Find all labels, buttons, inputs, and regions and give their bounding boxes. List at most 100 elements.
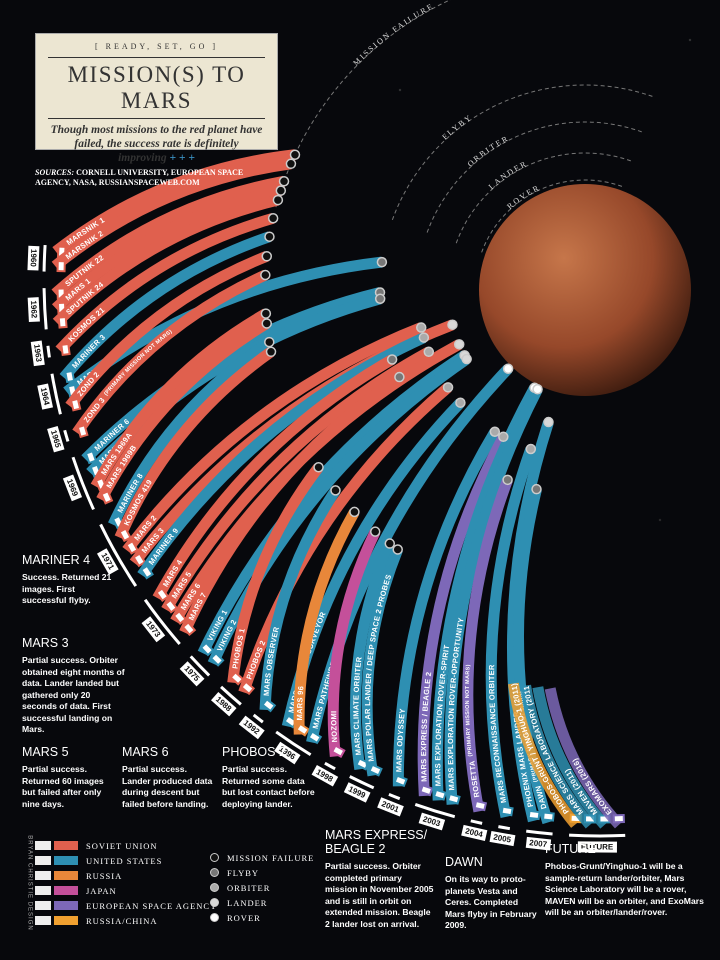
year-label: FUTURE xyxy=(581,842,614,851)
annotation-text: Partial success. Orbiter completed prima… xyxy=(325,861,434,929)
mission-band xyxy=(59,231,272,382)
year-bracket xyxy=(42,288,48,330)
legend-item: RUSSIA/CHINA xyxy=(35,913,217,928)
flag xyxy=(100,489,114,505)
annotation-title: DAWN xyxy=(445,855,483,869)
year-tab xyxy=(525,836,552,851)
mission-band xyxy=(306,364,513,744)
flag xyxy=(368,763,383,777)
mission-band xyxy=(161,346,432,613)
flag xyxy=(527,809,541,821)
year-tab xyxy=(30,340,45,367)
legend-label: FLYBY xyxy=(227,867,260,878)
mission-endpoint xyxy=(502,474,513,486)
mission-band xyxy=(513,487,554,825)
flag xyxy=(163,598,179,614)
legend-marker xyxy=(210,898,219,907)
annotation-title: MARINER 4 xyxy=(22,553,91,567)
legend-label: EUROPEAN SPACE AGENCY xyxy=(86,900,218,911)
annotation: FUTURE Phobos-Grunt/Yinghuo-1 will be a s… xyxy=(545,842,705,919)
flag xyxy=(209,651,225,667)
mission-band xyxy=(96,318,270,503)
year-tab xyxy=(37,383,53,410)
year-bracket xyxy=(143,598,181,645)
mission-band xyxy=(52,149,296,256)
flag xyxy=(432,788,448,801)
year-label: 2005 xyxy=(493,833,513,845)
mission-endpoint xyxy=(260,269,271,281)
flag xyxy=(446,792,461,805)
mission-endpoint xyxy=(386,354,398,365)
flag xyxy=(118,527,132,543)
year-tab xyxy=(489,831,516,847)
legend-countries: SOVIET UNION UNITED STATES RUSSIA JAPAN EURO… xyxy=(35,838,217,928)
orbit-label: FLYBY xyxy=(440,112,474,141)
legend-flag xyxy=(35,841,51,850)
annotation-text: Success. Returned 21 images. First succe… xyxy=(22,572,112,605)
legend-swatch xyxy=(54,886,78,895)
annotation-text: Partial success. Lander produced data du… xyxy=(122,764,213,809)
mission-endpoint xyxy=(455,397,466,408)
orbit-arc xyxy=(481,179,623,253)
flag xyxy=(419,784,434,797)
mission-endpoint xyxy=(392,544,403,555)
legend-item: SOVIET UNION xyxy=(35,838,217,853)
year-tab xyxy=(377,797,404,817)
mission-band xyxy=(327,529,381,757)
flag xyxy=(473,799,488,812)
year-bracket xyxy=(324,761,336,771)
mission-endpoint xyxy=(525,443,537,455)
flag xyxy=(261,697,277,713)
mission-band xyxy=(152,354,395,601)
flag xyxy=(125,539,139,555)
year-bracket xyxy=(42,244,47,272)
flag xyxy=(57,315,68,329)
year-bracket xyxy=(99,523,138,587)
flag xyxy=(330,744,346,759)
mission-endpoint xyxy=(369,526,381,537)
annotation-text: Partial success. Returned 60 images but … xyxy=(22,764,104,809)
title-box: [ READY, SET, GO ] MISSION(S) TO MARS Th… xyxy=(35,33,278,164)
mission-band xyxy=(544,687,624,829)
year-bracket xyxy=(71,456,95,511)
mission-band xyxy=(462,477,513,813)
mission-label-path: MARS ODYSSEY xyxy=(394,708,406,773)
mission-band xyxy=(137,332,427,579)
orbit-arc xyxy=(391,84,656,221)
title: MISSION(S) TO MARS xyxy=(48,57,265,119)
mission-band xyxy=(114,347,275,540)
orbit-arc xyxy=(455,152,633,244)
annotation-text: Phobos-Grunt/Yinghuo-1 will be a sample-… xyxy=(545,861,704,917)
mission-label: MARS EXPRESS / BEAGLE 2 xyxy=(419,671,433,782)
annotation-title: MARS 3 xyxy=(22,636,69,650)
mission-endpoint xyxy=(394,371,405,383)
year-label: 2004 xyxy=(464,826,484,839)
mission-endpoint xyxy=(453,339,465,350)
year-tab xyxy=(311,765,339,787)
mission-band xyxy=(197,350,468,656)
orbit-label: MISSION FAILURE xyxy=(351,1,435,67)
legend-item: UNITED STATES xyxy=(35,853,217,868)
mission-endpoint xyxy=(265,346,277,358)
legend-flag xyxy=(35,871,51,880)
mission-label-path: MARS 96 xyxy=(295,685,305,720)
mission-band xyxy=(72,270,268,436)
flag xyxy=(172,609,187,625)
annotation-title: FUTURE xyxy=(545,842,596,856)
mission-band xyxy=(506,420,554,823)
mission-endpoint xyxy=(498,431,509,443)
mission-endpoint xyxy=(374,293,386,305)
orbit-label-path: ORBITER xyxy=(466,133,509,168)
kicker: [ READY, SET, GO ] xyxy=(94,42,219,51)
annotation: DAWN On its way to proto-planets Vesta an… xyxy=(445,855,537,932)
mission-band xyxy=(520,684,595,829)
mission-endpoint xyxy=(532,383,543,395)
mission-endpoint xyxy=(275,185,287,196)
flag xyxy=(541,811,555,822)
mission-band xyxy=(532,686,609,829)
mission-endpoint xyxy=(313,461,324,473)
year-label: 1962 xyxy=(29,300,39,319)
mission-name: MARS 96 xyxy=(295,685,305,720)
flag xyxy=(69,397,82,412)
